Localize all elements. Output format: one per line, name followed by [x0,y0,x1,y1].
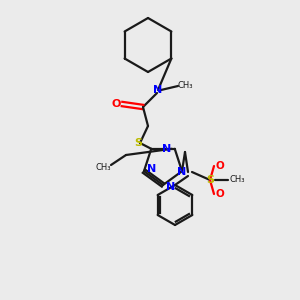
Text: S: S [206,175,214,185]
Text: N: N [167,182,176,192]
Text: N: N [177,167,187,177]
Text: N: N [162,144,171,154]
Text: O: O [111,99,121,109]
Text: N: N [147,164,157,174]
Text: CH₃: CH₃ [177,82,193,91]
Text: CH₃: CH₃ [229,176,245,184]
Text: S: S [134,138,142,148]
Text: O: O [216,189,224,199]
Text: N: N [153,85,163,95]
Text: O: O [216,161,224,171]
Text: CH₃: CH₃ [95,164,111,172]
